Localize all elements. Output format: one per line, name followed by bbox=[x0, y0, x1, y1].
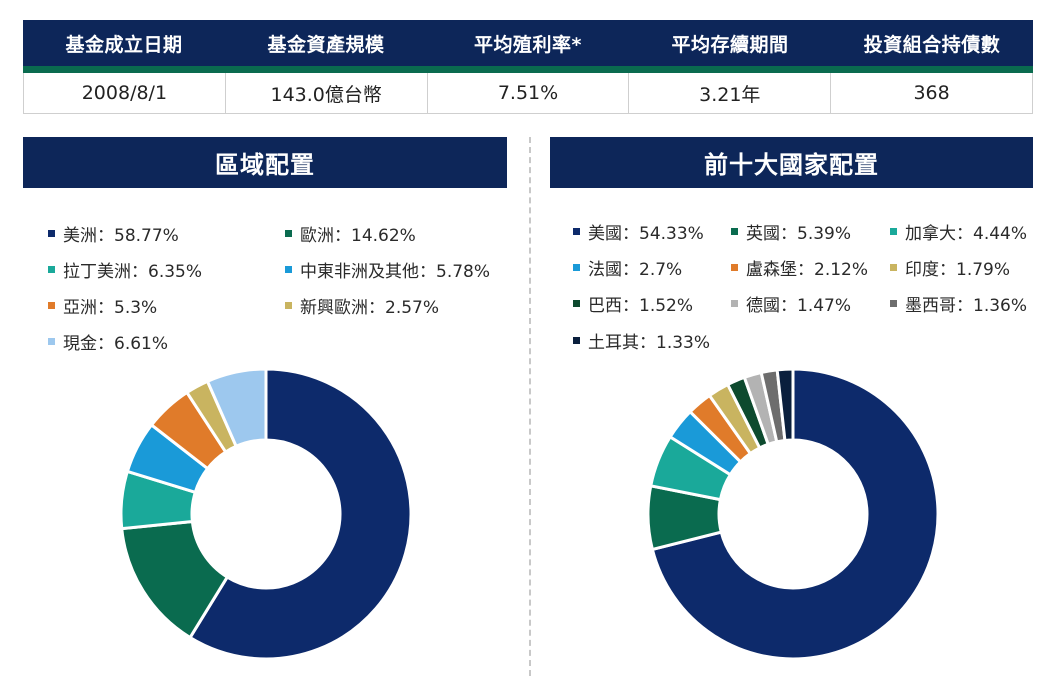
legend-label: 亞洲：5.3% bbox=[63, 298, 158, 318]
value-avg-yield: 7.51% bbox=[426, 73, 629, 113]
legend-swatch bbox=[573, 264, 580, 271]
legend-label: 墨西哥：1.36% bbox=[905, 296, 1028, 316]
header-holdings-count: 投資組合持債數 bbox=[863, 33, 1001, 56]
legend-swatch bbox=[48, 266, 55, 273]
legend-item: 法國：2.7% bbox=[573, 255, 682, 280]
legend-label: 現金：6.61% bbox=[63, 334, 169, 354]
country-allocation-title: 前十大國家配置 bbox=[550, 137, 1033, 188]
legend-swatch bbox=[285, 230, 292, 237]
legend-item: 印度：1.79% bbox=[890, 255, 1010, 280]
region-donut-chart bbox=[119, 367, 413, 661]
donut-slice-土耳其 bbox=[775, 367, 795, 443]
summary-accent-stripe bbox=[23, 66, 1033, 73]
donut-slice-美洲 bbox=[188, 367, 413, 661]
legend-label: 盧森堡：2.12% bbox=[746, 260, 869, 280]
legend-item: 巴西：1.52% bbox=[573, 291, 693, 316]
legend-swatch bbox=[285, 266, 292, 273]
legend-swatch bbox=[890, 228, 897, 235]
legend-item: 歐洲：14.62% bbox=[285, 221, 416, 246]
legend-swatch bbox=[285, 302, 292, 309]
value-avg-duration: 3.21年 bbox=[628, 73, 830, 113]
legend-label: 土耳其：1.33% bbox=[588, 333, 711, 353]
summary-value-row: 2008/8/1 143.0億台幣 7.51% 3.21年 368 bbox=[23, 73, 1033, 114]
legend-label: 德國：1.47% bbox=[746, 296, 852, 316]
donut-slice-美國 bbox=[650, 367, 940, 661]
legend-label: 新興歐洲：2.57% bbox=[300, 298, 440, 318]
legend-label: 中東非洲及其他：5.78% bbox=[300, 262, 491, 282]
legend-item: 德國：1.47% bbox=[731, 291, 851, 316]
legend-label: 巴西：1.52% bbox=[588, 296, 694, 316]
panel-divider bbox=[529, 137, 531, 676]
legend-item: 土耳其：1.33% bbox=[573, 328, 710, 353]
summary-header-row: 基金成立日期 基金資產規模 平均殖利率* 平均存續期間 投資組合持債數 bbox=[23, 20, 1033, 66]
legend-swatch bbox=[731, 264, 738, 271]
value-holdings-count: 368 bbox=[830, 73, 1033, 113]
header-fund-size: 基金資產規模 bbox=[267, 33, 385, 56]
legend-label: 加拿大：4.44% bbox=[905, 224, 1028, 244]
legend-swatch bbox=[48, 230, 55, 237]
fund-summary-table: 基金成立日期 基金資產規模 平均殖利率* 平均存續期間 投資組合持債數 2008… bbox=[23, 20, 1033, 115]
legend-swatch bbox=[731, 300, 738, 307]
legend-swatch bbox=[573, 337, 580, 344]
legend-swatch bbox=[48, 338, 55, 345]
legend-label: 美洲：58.77% bbox=[63, 226, 179, 246]
legend-item: 美國：54.33% bbox=[573, 219, 704, 244]
header-inception-date: 基金成立日期 bbox=[65, 33, 183, 56]
legend-label: 歐洲：14.62% bbox=[300, 226, 416, 246]
legend-swatch bbox=[890, 300, 897, 307]
value-inception-date: 2008/8/1 bbox=[23, 73, 225, 113]
region-allocation-panel: 區域配置 bbox=[23, 137, 507, 188]
legend-item: 英國：5.39% bbox=[731, 219, 851, 244]
header-avg-duration: 平均存續期間 bbox=[671, 33, 789, 56]
legend-swatch bbox=[48, 302, 55, 309]
legend-item: 拉丁美洲：6.35% bbox=[48, 257, 202, 282]
donut-slice-現金 bbox=[205, 367, 268, 449]
legend-item: 新興歐洲：2.57% bbox=[285, 293, 439, 318]
region-allocation-title: 區域配置 bbox=[23, 137, 507, 188]
legend-item: 盧森堡：2.12% bbox=[731, 255, 868, 280]
legend-swatch bbox=[731, 228, 738, 235]
value-fund-size: 143.0億台幣 bbox=[224, 73, 427, 113]
legend-label: 英國：5.39% bbox=[746, 224, 852, 244]
legend-item: 美洲：58.77% bbox=[48, 221, 179, 246]
legend-swatch bbox=[573, 300, 580, 307]
legend-label: 美國：54.33% bbox=[588, 224, 704, 244]
legend-label: 法國：2.7% bbox=[588, 260, 683, 280]
header-avg-yield: 平均殖利率* bbox=[474, 33, 582, 56]
legend-swatch bbox=[573, 228, 580, 235]
legend-item: 加拿大：4.44% bbox=[890, 219, 1027, 244]
legend-item: 墨西哥：1.36% bbox=[890, 291, 1027, 316]
country-allocation-panel: 前十大國家配置 bbox=[550, 137, 1033, 188]
legend-item: 中東非洲及其他：5.78% bbox=[285, 257, 490, 282]
legend-swatch bbox=[890, 264, 897, 271]
legend-label: 印度：1.79% bbox=[905, 260, 1011, 280]
legend-item: 亞洲：5.3% bbox=[48, 293, 157, 318]
legend-item: 現金：6.61% bbox=[48, 329, 168, 354]
country-donut-chart bbox=[646, 367, 940, 661]
legend-label: 拉丁美洲：6.35% bbox=[63, 262, 203, 282]
